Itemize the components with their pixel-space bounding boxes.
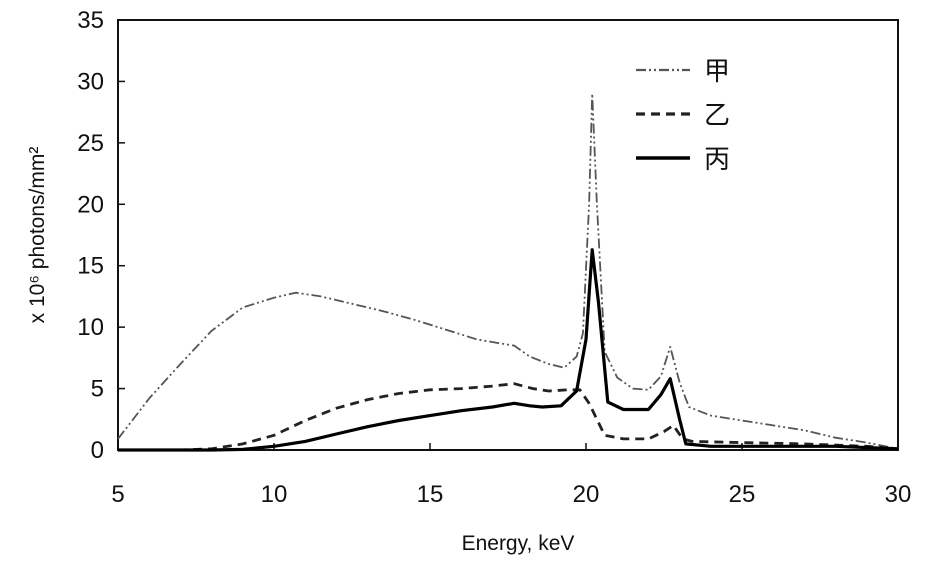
- y-axis-title: x 10⁶ photons/mm²: [26, 147, 49, 324]
- legend-label-3: 丙: [704, 145, 730, 175]
- plot-frame: [117, 19, 899, 451]
- series-line-3: [118, 248, 899, 452]
- y-axis-ticks: 0 5 10 15 20 25 30 35: [77, 7, 125, 464]
- x-tick-label: 10: [261, 481, 288, 508]
- legend-label-1: 甲: [704, 57, 730, 87]
- y-tick-label: 5: [91, 376, 104, 403]
- x-axis-ticks: 5 10 15 20 25 30: [111, 443, 911, 508]
- y-tick-label: 20: [77, 191, 104, 218]
- series-line-2: [118, 382, 899, 452]
- x-tick-label: 15: [417, 481, 444, 508]
- x-tick-label: 20: [573, 481, 600, 508]
- series-lines: [117, 92, 899, 452]
- y-tick-label: 30: [77, 68, 104, 95]
- y-tick-label: 0: [91, 437, 104, 464]
- y-tick-label: 25: [77, 130, 104, 157]
- x-tick-label: 25: [729, 481, 756, 508]
- x-tick-label: 30: [885, 481, 912, 508]
- series-line-1: [117, 92, 899, 450]
- plot-area-border: [117, 19, 899, 451]
- y-tick-label: 35: [77, 7, 104, 34]
- y-tick-label: 10: [77, 314, 104, 341]
- y-tick-label: 15: [77, 253, 104, 280]
- legend: 甲乙丙: [636, 57, 730, 175]
- legend-label-2: 乙: [704, 101, 730, 131]
- x-axis-title: Energy, keV: [462, 532, 575, 555]
- x-tick-label: 5: [111, 481, 124, 508]
